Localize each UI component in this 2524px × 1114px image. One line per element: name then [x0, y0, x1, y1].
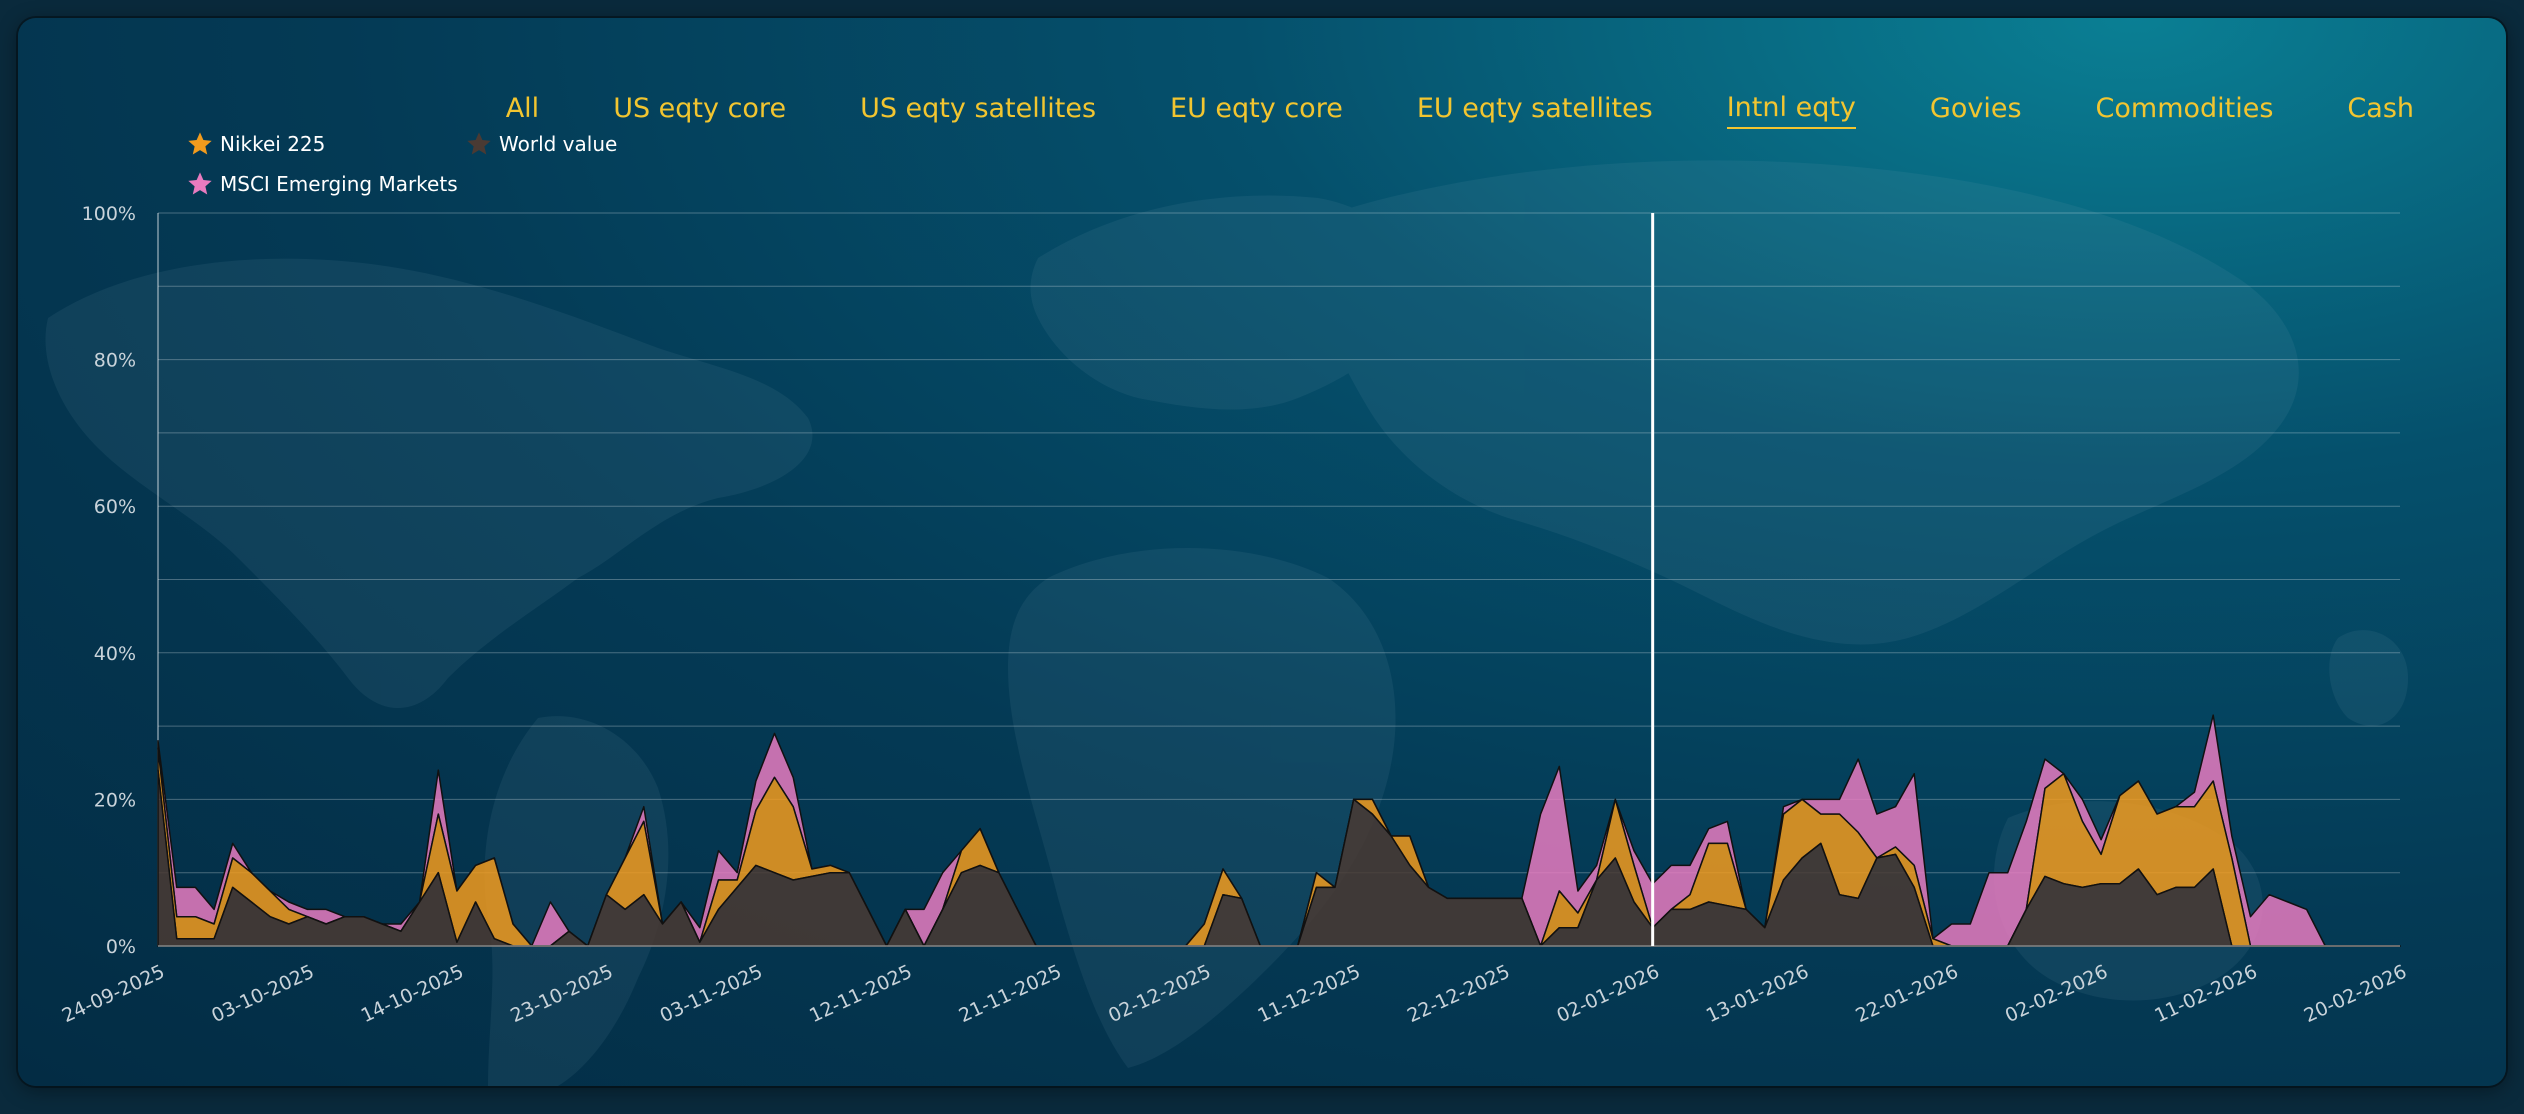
x-tick-label: 21-11-2025 — [956, 961, 1065, 1028]
y-tick-label: 40% — [94, 643, 136, 665]
legend-item-nikkei-225[interactable]: Nikkei 225 — [186, 130, 325, 158]
tab-us-eqty-core[interactable]: US eqty core — [613, 92, 787, 124]
tab-eu-eqty-satellites[interactable]: EU eqty satellites — [1416, 92, 1653, 124]
x-tick-label: 22-01-2026 — [1852, 961, 1961, 1028]
x-tick-label: 02-12-2025 — [1105, 961, 1214, 1028]
x-tick-label: 02-02-2026 — [2002, 961, 2111, 1028]
chart-legend: Nikkei 225 World value MSCI Emerging Mar… — [170, 124, 770, 214]
legend-item-msci-emerging-markets[interactable]: MSCI Emerging Markets — [186, 170, 458, 198]
x-tick-label: 23-10-2025 — [507, 961, 616, 1028]
y-tick-label: 60% — [94, 496, 136, 518]
star-icon — [188, 132, 212, 155]
star-icon — [467, 132, 491, 155]
x-tick-label: 03-11-2025 — [657, 961, 766, 1028]
tab-commodities[interactable]: Commodities — [2095, 92, 2274, 124]
x-tick-label: 03-10-2025 — [208, 961, 317, 1028]
tab-govies[interactable]: Govies — [1929, 92, 2022, 124]
x-tick-label: 02-01-2026 — [1553, 961, 1662, 1028]
y-tick-label: 0% — [106, 936, 136, 958]
tab-us-eqty-satellites[interactable]: US eqty satellites — [860, 92, 1097, 124]
legend-label: Nikkei 225 — [220, 132, 326, 156]
x-tick-label: 22-12-2025 — [1404, 961, 1513, 1028]
x-tick-label: 20-02-2026 — [2301, 961, 2410, 1028]
x-tick-label: 24-09-2025 — [59, 961, 168, 1028]
tab-all[interactable]: All — [505, 92, 540, 124]
y-tick-label: 20% — [94, 789, 136, 811]
x-tick-label: 12-11-2025 — [806, 961, 915, 1028]
star-icon — [188, 172, 212, 195]
legend-label: MSCI Emerging Markets — [220, 172, 458, 196]
tab-intnl-eqty[interactable]: Intnl eqty — [1726, 92, 1856, 129]
y-tick-label: 80% — [94, 350, 136, 372]
x-tick-label: 14-10-2025 — [358, 961, 467, 1028]
x-tick-label: 11-02-2026 — [2151, 961, 2260, 1028]
legend-item-world-value[interactable]: World value — [465, 130, 617, 158]
x-tick-label: 11-12-2025 — [1254, 961, 1363, 1028]
legend-label: World value — [499, 132, 618, 156]
tab-eu-eqty-core[interactable]: EU eqty core — [1170, 92, 1343, 124]
y-tick-label: 100% — [82, 203, 136, 225]
x-tick-label: 13-01-2026 — [1703, 961, 1812, 1028]
category-tabs: All US eqty core US eqty satellites EU e… — [506, 88, 2414, 132]
tab-cash[interactable]: Cash — [2347, 92, 2414, 124]
